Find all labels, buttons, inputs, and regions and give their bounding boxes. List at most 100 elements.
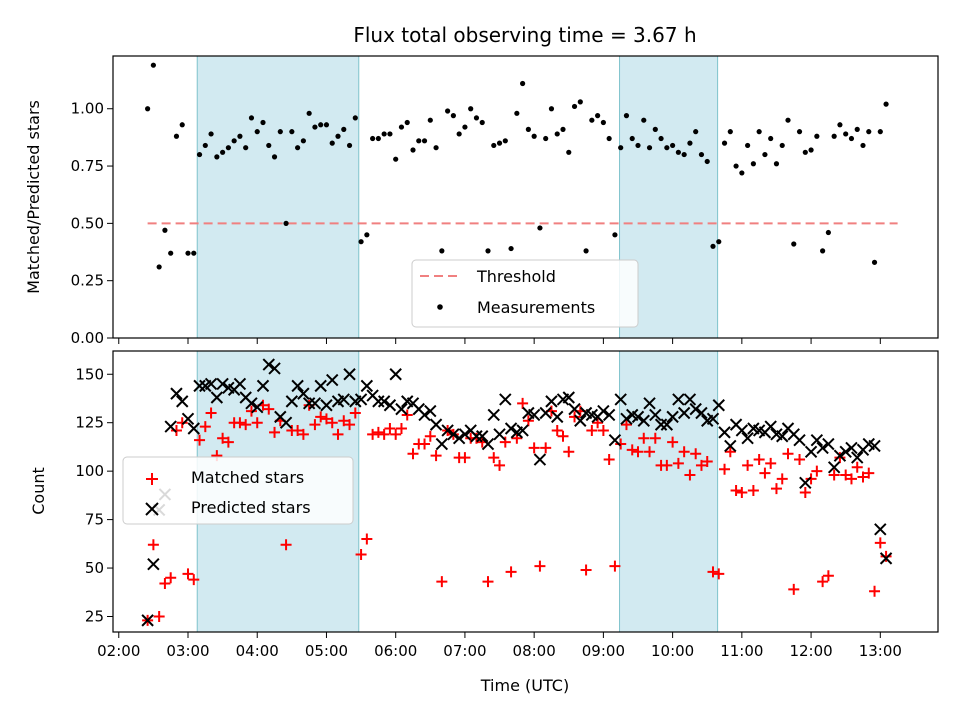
matched-star-point — [332, 428, 344, 440]
matched-star-point — [367, 428, 379, 440]
matched-star-point — [667, 436, 679, 448]
measurement-point — [843, 131, 849, 137]
x-tick-label: 09:00 — [582, 642, 625, 660]
measurement-point — [208, 131, 214, 137]
predicted-star-point — [326, 373, 339, 387]
measurement-point — [543, 135, 549, 142]
matched-star-point — [222, 436, 234, 448]
measurement-point — [445, 108, 451, 114]
matched-star-point — [147, 539, 159, 551]
measurement-point — [600, 119, 606, 126]
predicted-star-point — [424, 404, 437, 418]
x-tick-label: 03:00 — [166, 642, 209, 660]
matched-star-point — [534, 560, 546, 572]
chart-title: Flux total observing time = 3.67 h — [353, 23, 696, 47]
predicted-star-point — [262, 358, 275, 371]
matched-star-point — [199, 421, 211, 433]
matched-star-point — [719, 463, 731, 475]
measurement-point — [410, 147, 416, 153]
measurement-point — [871, 259, 878, 265]
predicted-star-point — [637, 414, 650, 427]
measurement-point — [323, 122, 330, 128]
predicted-star-point — [614, 393, 627, 406]
legend-measurements-label: Measurements — [477, 298, 595, 317]
matched-star-point — [182, 568, 194, 580]
measurement-point — [664, 145, 670, 151]
predicted-star-point — [533, 453, 547, 466]
measurement-point — [202, 142, 208, 149]
measurement-point — [802, 149, 808, 155]
matched-star-point — [401, 409, 413, 421]
measurement-point — [450, 113, 456, 119]
measurement-point — [162, 227, 168, 233]
predicted-star-point — [654, 418, 668, 431]
measurement-point — [727, 129, 733, 135]
measurement-point — [243, 145, 249, 151]
top-plot-frame — [112, 55, 939, 339]
bottom-y-axis: 25 50 75 100 125 150 — [75, 365, 113, 625]
measurement-point — [364, 232, 370, 238]
predicted-star-point — [816, 441, 829, 455]
measurement-point — [779, 142, 785, 149]
bottom-panel: 25 50 75 100 125 150 02:00 03:00 04:00 05:00 06:0… — [29, 350, 939, 695]
measurement-point — [185, 250, 191, 256]
predicted-star-point — [245, 397, 258, 410]
matched-star-point — [511, 432, 523, 444]
predicted-star-point — [285, 395, 299, 408]
predicted-star-point — [302, 397, 316, 410]
measurement-point — [191, 250, 197, 256]
measurement-point — [848, 135, 855, 142]
predicted-star-point — [314, 379, 327, 393]
matched-stars-series — [142, 397, 892, 626]
predicted-star-point — [827, 461, 841, 474]
matched-star-point — [395, 423, 407, 435]
matched-star-point — [436, 576, 448, 588]
measurement-point — [883, 101, 889, 107]
measurement-point — [370, 135, 376, 142]
matched-star-point — [626, 444, 638, 456]
measurement-point — [145, 106, 151, 112]
matched-star-point — [753, 454, 765, 466]
matched-star-point — [828, 469, 840, 481]
matched-star-point — [615, 438, 627, 450]
measurement-point — [283, 220, 289, 226]
matched-star-point — [742, 459, 754, 471]
matched-star-point — [840, 469, 852, 481]
bottom-y-tick-label: 150 — [75, 365, 104, 383]
predicted-star-point — [851, 451, 864, 464]
measurement-point — [479, 119, 485, 126]
matched-star-point — [551, 424, 563, 436]
predicted-star-point — [210, 391, 224, 404]
x-tick-label: 08:00 — [513, 642, 556, 660]
predicted-star-point — [689, 402, 702, 416]
top-y-tick-label: 0.50 — [71, 214, 104, 232]
predicted-star-point — [845, 441, 858, 455]
measurement-point — [791, 241, 797, 247]
measurement-point — [312, 124, 318, 130]
matched-star-point — [638, 432, 650, 444]
legend-predicted-label: Predicted stars — [191, 498, 311, 517]
measurements-series — [145, 62, 889, 270]
bottom-legend: Matched stars Predicted stars — [122, 456, 354, 525]
matched-star-point — [251, 417, 263, 429]
matched-star-point — [603, 454, 615, 466]
matched-star-point — [770, 483, 782, 495]
x-tick-label: 02:00 — [97, 642, 140, 660]
measurement-point — [502, 138, 508, 144]
matched-star-point — [869, 585, 881, 597]
predicted-star-point — [712, 399, 725, 412]
matched-star-point — [424, 430, 436, 442]
measurement-point — [485, 248, 491, 254]
predicted-star-point — [527, 408, 541, 422]
predicted-star-point — [447, 428, 460, 441]
predicted-star-point — [429, 418, 443, 431]
matched-star-point — [378, 428, 390, 440]
bottom-y-axis-label: Count — [29, 467, 48, 515]
measurement-point — [860, 142, 866, 149]
measurement-point — [589, 117, 595, 123]
measurement-point — [745, 142, 751, 149]
measurement-point — [560, 126, 566, 132]
predicted-star-point — [718, 426, 731, 439]
matched-star-point — [759, 467, 771, 479]
